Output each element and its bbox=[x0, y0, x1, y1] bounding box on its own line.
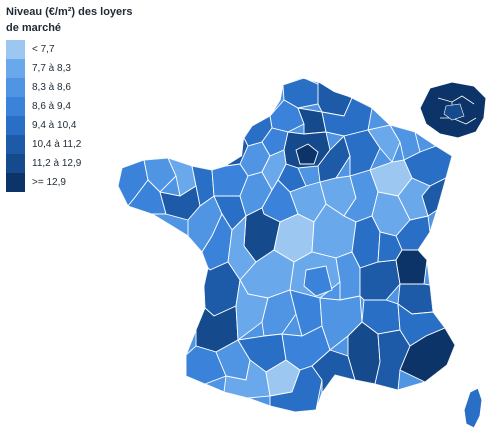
region-patch bbox=[377, 231, 403, 263]
legend-title-line1: Niveau (€/m²) des loyers bbox=[6, 6, 133, 18]
region-patch bbox=[367, 124, 401, 163]
inset-inner bbox=[443, 103, 465, 121]
legend-item-6: 10,4 à 11,2 bbox=[6, 135, 166, 154]
legend-title: Niveau (€/m²) des loyers de marché bbox=[6, 4, 166, 36]
legend-swatch-3 bbox=[6, 78, 25, 97]
legend-swatch-7 bbox=[6, 154, 25, 173]
legend-item-3: 8,3 à 8,6 bbox=[6, 78, 166, 97]
region-patch bbox=[399, 327, 455, 383]
legend-label-7: 11,2 à 12,9 bbox=[32, 158, 82, 169]
legend-swatch-2 bbox=[6, 59, 25, 78]
region-patch bbox=[303, 265, 333, 297]
legend-swatch-1 bbox=[6, 40, 25, 59]
legend-swatch-4 bbox=[6, 97, 25, 116]
mainland-france bbox=[117, 77, 456, 413]
region-patch bbox=[395, 249, 428, 285]
legend-item-2: 7,7 à 8,3 bbox=[6, 59, 166, 78]
legend-label-2: 7,7 à 8,3 bbox=[32, 63, 71, 74]
legend-item-4: 8,6 à 9,4 bbox=[6, 97, 166, 116]
legend-item-8: >= 12,9 bbox=[6, 173, 166, 192]
region-patch bbox=[223, 359, 271, 399]
legend-title-line2: de marché bbox=[6, 22, 62, 34]
corsica bbox=[463, 387, 483, 429]
legend-label-1: < 7,7 bbox=[32, 44, 55, 55]
upper-right-inset bbox=[419, 81, 487, 139]
legend-label-3: 8,3 à 8,6 bbox=[32, 82, 71, 93]
legend-label-6: 10,4 à 11,2 bbox=[32, 139, 82, 150]
legend-swatch-8 bbox=[6, 173, 25, 192]
legend-swatch-6 bbox=[6, 135, 25, 154]
region-patch bbox=[269, 365, 323, 412]
region-patch bbox=[311, 349, 356, 395]
legend-label-5: 9,4 à 10,4 bbox=[32, 120, 77, 131]
corsica-shape bbox=[463, 387, 483, 429]
legend-item-7: 11,2 à 12,9 bbox=[6, 154, 166, 173]
region-patch bbox=[295, 143, 319, 165]
map-legend: Niveau (€/m²) des loyers de marché < 7,7… bbox=[6, 4, 166, 192]
legend-label-4: 8,6 à 9,4 bbox=[32, 101, 71, 112]
legend-item-5: 9,4 à 10,4 bbox=[6, 116, 166, 135]
region-patch bbox=[321, 97, 373, 137]
departements bbox=[118, 78, 455, 412]
legend-label-8: >= 12,9 bbox=[32, 177, 66, 188]
legend-swatch-5 bbox=[6, 116, 25, 135]
legend-item-1: < 7,7 bbox=[6, 40, 166, 59]
